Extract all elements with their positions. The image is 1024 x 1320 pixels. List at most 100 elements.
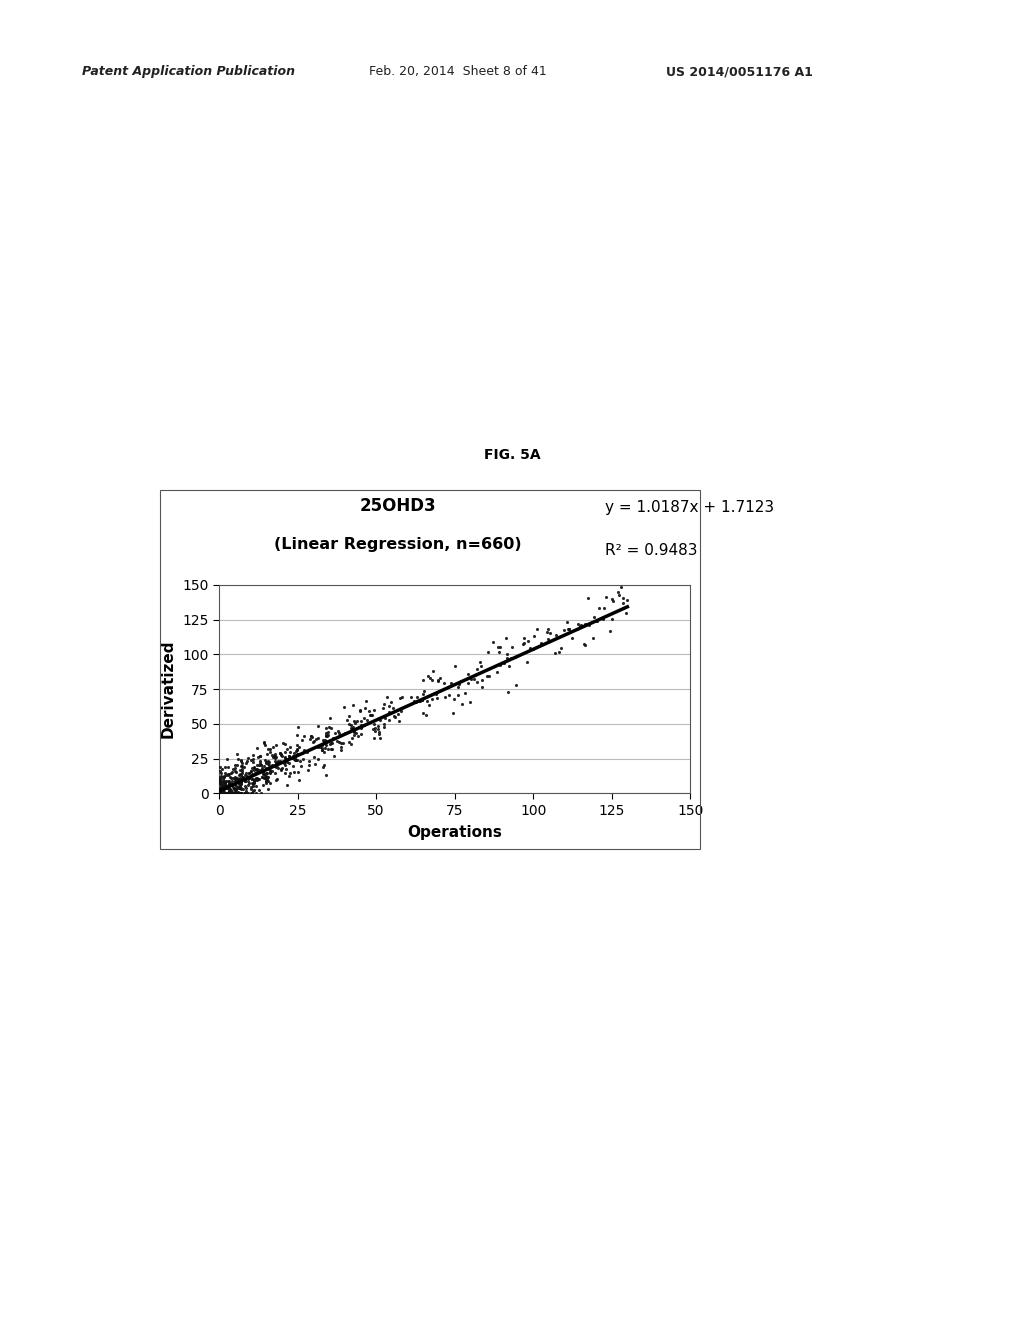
Point bbox=[224, 783, 241, 804]
Point bbox=[220, 774, 237, 795]
Point bbox=[220, 764, 237, 785]
Point bbox=[418, 705, 434, 726]
Point bbox=[214, 776, 230, 797]
Point bbox=[540, 619, 556, 640]
Point bbox=[262, 738, 279, 759]
Point bbox=[428, 688, 444, 709]
Point bbox=[265, 737, 282, 758]
Point bbox=[268, 751, 285, 772]
Point bbox=[243, 750, 259, 771]
Point bbox=[249, 738, 265, 759]
Point bbox=[375, 697, 391, 718]
Point bbox=[215, 783, 231, 804]
Point bbox=[238, 777, 254, 799]
Point bbox=[318, 764, 335, 785]
Point bbox=[295, 748, 311, 770]
Point bbox=[587, 606, 603, 627]
Point bbox=[507, 647, 523, 668]
Point bbox=[215, 779, 231, 800]
Point bbox=[428, 684, 444, 705]
Point bbox=[233, 767, 250, 788]
Text: US 2014/0051176 A1: US 2014/0051176 A1 bbox=[666, 65, 812, 78]
Point bbox=[266, 751, 283, 772]
Point bbox=[540, 620, 556, 642]
Point bbox=[251, 768, 267, 789]
Point bbox=[278, 734, 294, 755]
Point bbox=[611, 585, 628, 606]
Point bbox=[212, 783, 228, 804]
Point bbox=[444, 702, 461, 723]
Point bbox=[226, 779, 243, 800]
Point bbox=[260, 771, 276, 792]
Point bbox=[257, 734, 273, 755]
Point bbox=[352, 700, 369, 721]
Point bbox=[259, 743, 275, 764]
Point bbox=[253, 783, 269, 804]
Point bbox=[230, 764, 247, 785]
Point bbox=[285, 746, 301, 767]
Point bbox=[229, 770, 246, 791]
Point bbox=[424, 669, 440, 690]
Point bbox=[446, 655, 463, 676]
Point bbox=[240, 783, 256, 804]
Point bbox=[274, 733, 291, 754]
Point bbox=[367, 718, 383, 739]
Point bbox=[492, 653, 508, 675]
Point bbox=[614, 587, 631, 609]
Point bbox=[223, 781, 240, 803]
Point bbox=[289, 725, 305, 746]
Point bbox=[229, 771, 246, 792]
Point bbox=[256, 768, 272, 789]
Point bbox=[217, 772, 233, 793]
Point bbox=[249, 768, 265, 789]
Point bbox=[215, 783, 231, 804]
Point bbox=[260, 779, 276, 800]
Point bbox=[227, 781, 244, 803]
Point bbox=[248, 763, 264, 784]
Point bbox=[220, 783, 237, 804]
Point bbox=[232, 772, 249, 793]
Point bbox=[578, 612, 594, 634]
Point bbox=[252, 751, 268, 772]
Point bbox=[212, 780, 228, 801]
Point bbox=[524, 639, 541, 660]
Point bbox=[422, 667, 438, 688]
Point bbox=[317, 737, 334, 758]
Point bbox=[390, 704, 407, 725]
Point bbox=[478, 665, 495, 686]
Point bbox=[603, 609, 620, 630]
Point bbox=[300, 759, 316, 780]
Point bbox=[254, 767, 270, 788]
Point bbox=[436, 686, 453, 708]
Point bbox=[220, 771, 237, 792]
Point bbox=[234, 752, 251, 774]
Point bbox=[313, 741, 330, 762]
Point bbox=[216, 783, 232, 804]
Point bbox=[317, 725, 334, 746]
Point bbox=[217, 772, 233, 793]
Point bbox=[315, 729, 332, 750]
Point bbox=[213, 783, 229, 804]
Point bbox=[318, 725, 335, 746]
Point bbox=[458, 682, 474, 704]
Point bbox=[212, 783, 228, 804]
Point bbox=[402, 686, 419, 708]
Point bbox=[221, 779, 238, 800]
Point bbox=[271, 742, 288, 763]
Point bbox=[345, 694, 361, 715]
Point bbox=[322, 708, 338, 729]
Point bbox=[435, 672, 452, 693]
Point bbox=[291, 743, 307, 764]
Point bbox=[479, 642, 496, 663]
Point bbox=[548, 624, 564, 645]
Point bbox=[257, 772, 273, 793]
Point bbox=[362, 704, 379, 725]
Point bbox=[392, 686, 409, 708]
Point bbox=[222, 775, 239, 796]
Point bbox=[212, 771, 228, 792]
Point bbox=[372, 710, 388, 731]
Point bbox=[299, 741, 315, 762]
Point bbox=[238, 775, 254, 796]
Point bbox=[310, 737, 327, 758]
Point bbox=[258, 766, 274, 787]
